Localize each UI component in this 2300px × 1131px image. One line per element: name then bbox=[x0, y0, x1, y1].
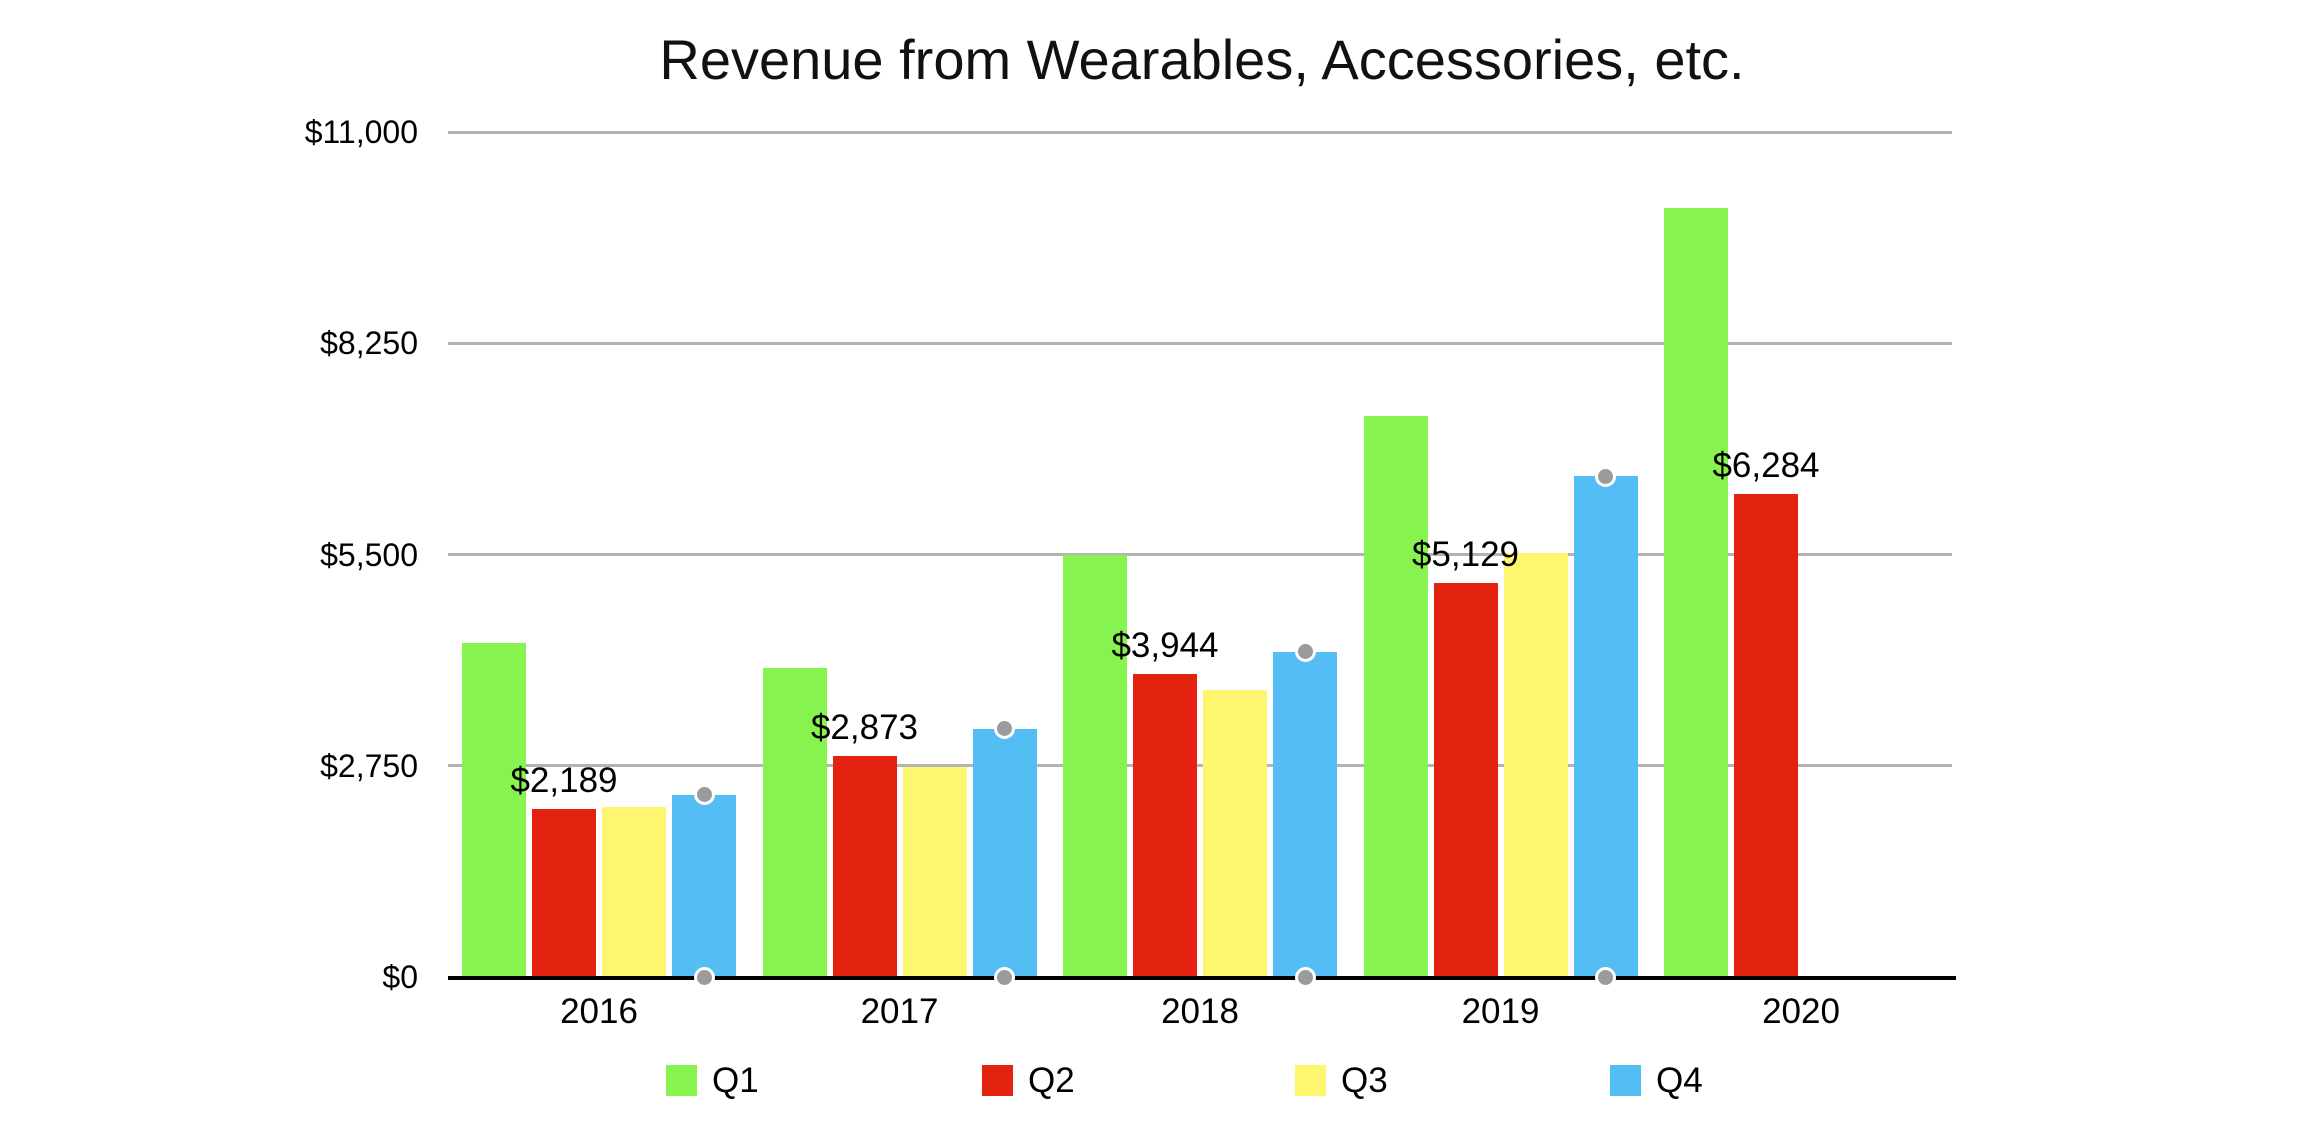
bar-q3-2017[interactable] bbox=[902, 766, 967, 977]
bar-q4-2019[interactable] bbox=[1573, 476, 1638, 977]
selection-handle-bottom-2018[interactable] bbox=[1294, 966, 1316, 988]
y-axis-tick-label: $11,000 bbox=[304, 114, 418, 150]
gridline-2750 bbox=[448, 764, 1952, 768]
bar-q3-2016[interactable] bbox=[602, 806, 666, 977]
legend-swatch-q2-icon bbox=[982, 1065, 1013, 1096]
bar-q1-2017[interactable] bbox=[762, 667, 827, 977]
bar-value-label: $2,189 bbox=[510, 760, 618, 800]
y-axis-tick-label: $5,500 bbox=[320, 536, 418, 573]
bar-q1-2020[interactable] bbox=[1664, 208, 1728, 977]
bar-q4-2018[interactable] bbox=[1273, 651, 1337, 977]
bar-value-label: $3,944 bbox=[1111, 626, 1219, 666]
x-axis-category-label: 2020 bbox=[1762, 992, 1840, 1031]
selection-handle-top-2016[interactable] bbox=[693, 784, 715, 806]
y-axis-tick-label: $8,250 bbox=[320, 325, 418, 362]
legend-item-q1[interactable]: Q1 bbox=[666, 1061, 806, 1101]
legend-label-q4: Q4 bbox=[1656, 1061, 1703, 1100]
bar-value-label: $2,873 bbox=[810, 708, 919, 748]
bar-q2-2020[interactable] bbox=[1734, 494, 1798, 977]
x-axis-category-label: 2018 bbox=[1161, 992, 1239, 1031]
gridline-5500 bbox=[448, 553, 1952, 556]
gridline-11000 bbox=[448, 130, 1952, 134]
legend-swatch-q4-icon bbox=[1610, 1065, 1641, 1096]
selection-handle-bottom-2016[interactable] bbox=[693, 966, 715, 988]
bar-q4-2017[interactable] bbox=[972, 728, 1037, 977]
selection-handle-top-2018[interactable] bbox=[1294, 641, 1316, 663]
legend-item-q3[interactable]: Q3 bbox=[1295, 1061, 1435, 1101]
legend-item-q4[interactable]: Q4 bbox=[1610, 1061, 1750, 1101]
x-axis-category-label: 2016 bbox=[560, 992, 638, 1031]
gridline-8250 bbox=[448, 341, 1952, 345]
legend-swatch-q3-icon bbox=[1295, 1065, 1326, 1096]
x-axis-category-label: 2017 bbox=[860, 992, 939, 1031]
bar-q3-2018[interactable] bbox=[1203, 689, 1267, 977]
bar-q1-2019[interactable] bbox=[1363, 415, 1428, 977]
legend-swatch-q1-icon bbox=[666, 1065, 697, 1096]
bar-value-label: $5,129 bbox=[1411, 534, 1520, 574]
bar-q2-2016[interactable] bbox=[532, 808, 596, 977]
bar-q4-2016[interactable] bbox=[672, 794, 736, 977]
bar-q2-2017[interactable] bbox=[832, 756, 897, 977]
legend-item-q2[interactable]: Q2 bbox=[982, 1061, 1122, 1101]
selection-handle-top-2019[interactable] bbox=[1595, 465, 1616, 487]
bar-q1-2018[interactable] bbox=[1063, 555, 1127, 977]
y-axis-tick-label: $2,750 bbox=[320, 747, 418, 784]
legend-label-q2: Q2 bbox=[1028, 1061, 1075, 1100]
selection-handle-bottom-2017[interactable] bbox=[994, 966, 1015, 988]
bar-q2-2018[interactable] bbox=[1133, 674, 1197, 977]
chart-title[interactable]: Revenue from Wearables, Accessories, etc… bbox=[659, 28, 1745, 91]
bar-q2-2019[interactable] bbox=[1433, 582, 1498, 977]
legend-label-q3: Q3 bbox=[1341, 1061, 1388, 1100]
selection-handle-bottom-2019[interactable] bbox=[1595, 966, 1616, 988]
bar-q1-2016[interactable] bbox=[462, 642, 526, 977]
bar-q3-2019[interactable] bbox=[1503, 552, 1568, 977]
x-axis-category-label: 2019 bbox=[1461, 992, 1540, 1031]
selection-handle-top-2017[interactable] bbox=[994, 718, 1015, 740]
x-axis-line bbox=[448, 975, 1956, 980]
legend-label-q1: Q1 bbox=[712, 1061, 759, 1100]
y-axis-tick-label: $0 bbox=[382, 959, 418, 995]
bar-value-label: $6,284 bbox=[1712, 446, 1820, 486]
